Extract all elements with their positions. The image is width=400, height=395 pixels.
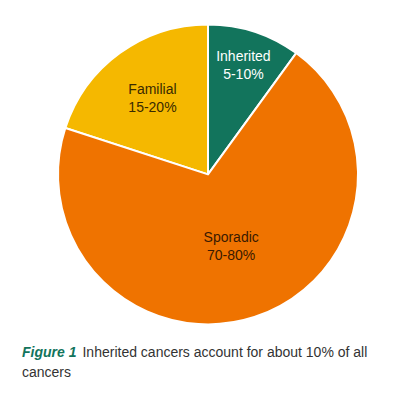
svg-text:Inherited5-10%: Inherited5-10% bbox=[216, 48, 270, 82]
svg-text:Sporadic70-80%: Sporadic70-80% bbox=[204, 229, 259, 263]
html-text:Figure 1 Inherited cancers acc: Figure 1 Inherited cancers account for a… bbox=[22, 344, 368, 380]
svg-text:Familial15-20%: Familial15-20% bbox=[128, 81, 176, 115]
